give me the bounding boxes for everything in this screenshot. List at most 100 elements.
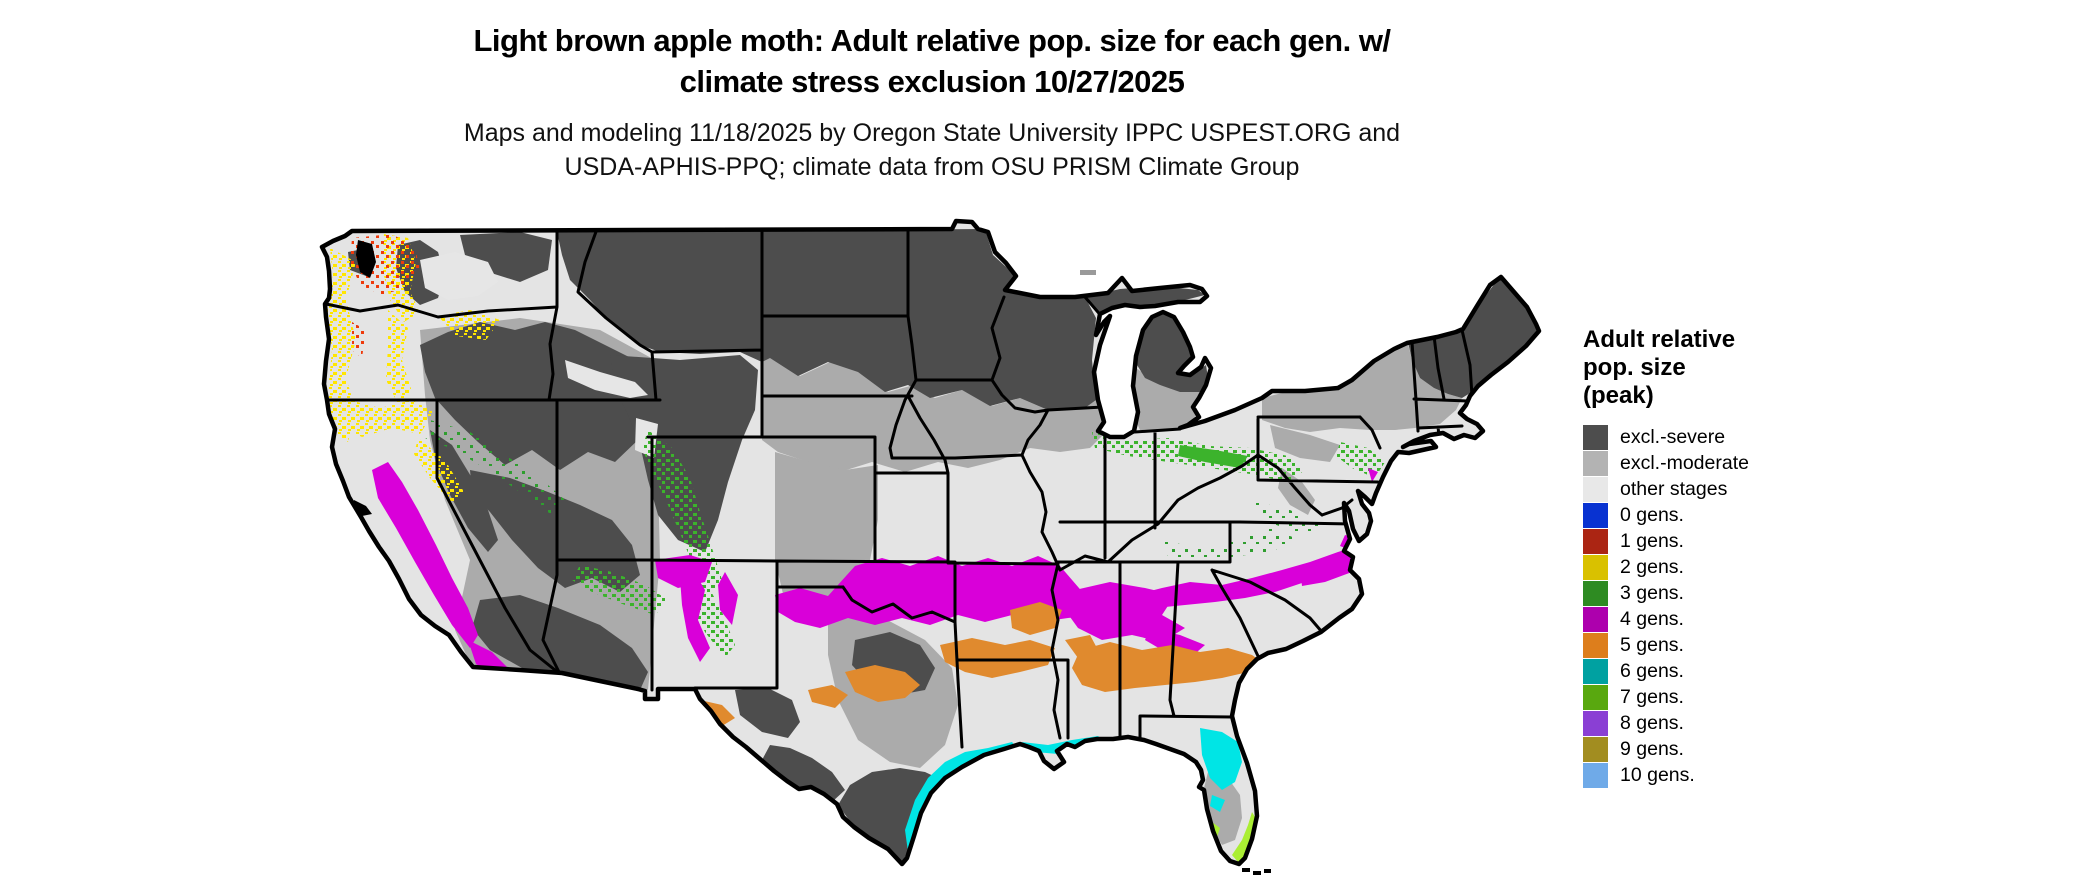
map-region-delaware-magenta xyxy=(1368,468,1378,482)
legend-swatch xyxy=(1583,502,1608,528)
legend-row: 2 gens. xyxy=(1583,554,1823,580)
legend-swatch xyxy=(1583,606,1608,632)
map-region-south-band-magenta xyxy=(775,545,1372,628)
map-region-willamette-red xyxy=(352,322,366,358)
legend-entries: excl.-severe excl.-moderate other stages 0 … xyxy=(1583,424,1823,788)
map-region-southflorida-greenyellow xyxy=(1232,812,1258,862)
legend-swatch xyxy=(1583,450,1608,476)
map-region-tennessee-magenta xyxy=(1065,582,1185,642)
legend-label: other stages xyxy=(1620,477,1728,500)
legend-swatch xyxy=(1583,476,1608,502)
map-region-snakeriver-valley xyxy=(565,360,648,398)
legend-label: 4 gens. xyxy=(1620,607,1684,630)
map-region-nevada-green xyxy=(425,420,565,515)
legend-swatch xyxy=(1583,684,1608,710)
map-region-appalachia-green xyxy=(1160,528,1295,562)
legend-row: 3 gens. xyxy=(1583,580,1823,606)
legend-label: 8 gens. xyxy=(1620,711,1684,734)
legend-label: 9 gens. xyxy=(1620,737,1684,760)
map-region-newyork-moderate xyxy=(1262,344,1462,432)
map-region-arkansas-orange xyxy=(1010,602,1062,635)
legend-swatch xyxy=(1583,424,1608,450)
map-region-wyoming-colorado-severe xyxy=(610,355,758,552)
page-title-line1: Light brown apple moth: Adult relative p… xyxy=(473,23,1391,58)
state-borders xyxy=(324,227,1474,749)
legend-row: 9 gens. xyxy=(1583,736,1823,762)
map-region-newengland-severe xyxy=(1408,277,1537,398)
map-region-northflorida-cyan xyxy=(1200,728,1242,790)
legend-label: 6 gens. xyxy=(1620,659,1684,682)
legend-title-line1: Adult relative xyxy=(1583,326,1736,353)
map-region-norcal-yellow xyxy=(340,398,434,437)
legend-title-line3: (peak) xyxy=(1583,382,1654,409)
legend-swatch xyxy=(1583,580,1608,606)
legend-label: 5 gens. xyxy=(1620,633,1684,656)
map-region-nm-streak1-magenta xyxy=(680,565,710,662)
map-region-hillcountry-orange xyxy=(845,665,920,702)
legend-row: 6 gens. xyxy=(1583,658,1823,684)
legend-label: 0 gens. xyxy=(1620,503,1684,526)
legend-label: 2 gens. xyxy=(1620,555,1684,578)
map-region-bluemtns-yellow xyxy=(438,310,500,340)
map-region-sierra-foothills-yellow xyxy=(414,438,464,504)
legend-title: Adult relative pop. size (peak) xyxy=(1583,326,1823,410)
map-region-westtexas-severe xyxy=(735,688,800,738)
legend-row: excl.-moderate xyxy=(1583,450,1823,476)
map-region-nm-streak2-magenta xyxy=(718,572,738,625)
map-region-mogollon-green xyxy=(572,565,668,615)
isle-royale xyxy=(1080,270,1096,275)
page-title: Light brown apple moth: Adult relative p… xyxy=(0,20,1864,102)
legend-swatch xyxy=(1583,762,1608,788)
legend-label: 1 gens. xyxy=(1620,529,1684,552)
legend-row: 8 gens. xyxy=(1583,710,1823,736)
map-region-southtexas-severe xyxy=(838,768,942,864)
map-region-oregon-idaho-severe xyxy=(420,322,655,470)
legend-row: 5 gens. xyxy=(1583,632,1823,658)
us-outline xyxy=(319,218,1542,867)
puget-sound-water xyxy=(356,240,376,278)
legend-swatch xyxy=(1583,632,1608,658)
map-region-pennsylvania-moderate xyxy=(1270,425,1340,462)
map-region-coastrange-yellow xyxy=(327,248,356,442)
map-region-michigan-south-moderate xyxy=(1132,368,1205,430)
legend-row: 4 gens. xyxy=(1583,606,1823,632)
map-region-louisiana-orange xyxy=(1065,635,1098,658)
legend-swatch xyxy=(1583,710,1608,736)
map-region-hillcountry2-orange xyxy=(808,685,848,708)
legend: Adult relative pop. size (peak) excl.-se… xyxy=(1583,326,1823,788)
page-title-line2: climate stress exclusion 10/27/2025 xyxy=(679,64,1185,99)
legend-swatch xyxy=(1583,528,1608,554)
page-subtitle-line1: Maps and modeling 11/18/2025 by Oregon S… xyxy=(463,119,1401,147)
map-region-florida-cyan-dot xyxy=(1210,795,1225,812)
page-subtitle-line2: USDA-APHIS-PPQ; climate data from OSU PR… xyxy=(564,153,1300,181)
legend-row: excl.-severe xyxy=(1583,424,1823,450)
map-region-easttexas-orange xyxy=(940,638,1055,678)
map-region-plains-moderate-band xyxy=(762,350,1108,472)
map-region-newashington-severe xyxy=(460,232,552,282)
legend-swatch xyxy=(1583,554,1608,580)
legend-label: 7 gens. xyxy=(1620,685,1684,708)
map-region-california-valley-magenta xyxy=(372,462,478,648)
legend-label: 3 gens. xyxy=(1620,581,1684,604)
page-subtitle: Maps and modeling 11/18/2025 by Oregon S… xyxy=(0,116,1864,184)
map-region-bigbend-severe xyxy=(762,745,845,802)
map-region-virginia-green xyxy=(1250,500,1320,535)
map-region-nm-northeast-magenta xyxy=(655,555,712,588)
map-region-sierra-severe xyxy=(430,430,498,552)
legend-label: excl.-moderate xyxy=(1620,451,1749,474)
legend-row: 10 gens. xyxy=(1583,762,1823,788)
map-region-newjersey-green xyxy=(1336,442,1385,478)
map-region-or-cascades-yellow xyxy=(386,310,412,404)
legend-swatch xyxy=(1583,736,1608,762)
legend-swatch xyxy=(1583,658,1608,684)
legend-row: 7 gens. xyxy=(1583,684,1823,710)
legend-row: other stages xyxy=(1583,476,1823,502)
map-region-columbia-basin xyxy=(420,252,498,300)
legend-label: excl.-severe xyxy=(1620,425,1726,448)
map-region-missouri-magenta xyxy=(975,572,1032,592)
florida-keys xyxy=(1242,868,1271,875)
legend-row: 1 gens. xyxy=(1583,528,1823,554)
map-region-north-severe xyxy=(557,229,1096,410)
legend-row: 0 gens. xyxy=(1583,502,1823,528)
